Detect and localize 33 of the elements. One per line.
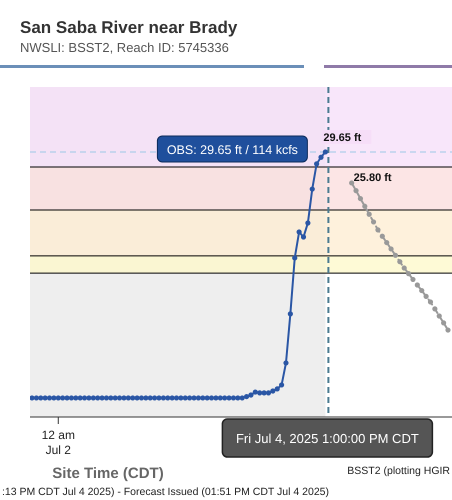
text: Fri Jul 4, 2025 1:00:00 PM CDT <box>236 431 419 446</box>
point <box>402 265 407 271</box>
point <box>388 246 394 252</box>
text: 12 am Jul 2 <box>42 428 75 457</box>
annotation: OBS: 29.65 ft / 114 kcfs <box>166 142 298 157</box>
point <box>428 299 434 305</box>
point <box>370 219 376 225</box>
point <box>424 294 429 299</box>
point <box>432 306 438 312</box>
chart-subtitle: NWSLI: BSST2, Reach ID: 5745336 <box>20 40 229 55</box>
point <box>375 227 381 232</box>
point <box>406 271 412 276</box>
point <box>410 276 416 282</box>
point <box>358 196 364 202</box>
point <box>384 240 390 246</box>
point <box>392 252 398 258</box>
point <box>419 288 424 294</box>
chart-title: San Saba River near Brady <box>20 18 238 37</box>
point <box>436 313 442 319</box>
point <box>397 259 402 264</box>
point <box>445 327 451 333</box>
text: BSST2 (plotting HGIR <box>347 465 450 477</box>
annotation: 25.80 ft <box>354 172 392 184</box>
text: :13 PM CDT Jul 4 2025) - Forecast Issued (01:51 PM CDT Jul 4 2025) <box>2 486 330 498</box>
point <box>441 320 446 326</box>
point <box>349 180 354 186</box>
x-axis-title: Site Time (CDT) <box>52 465 164 482</box>
point <box>362 204 368 209</box>
point <box>353 188 359 194</box>
point <box>366 212 372 217</box>
annotation: 29.65 ft <box>323 132 362 144</box>
point <box>414 282 420 288</box>
point <box>380 234 385 239</box>
